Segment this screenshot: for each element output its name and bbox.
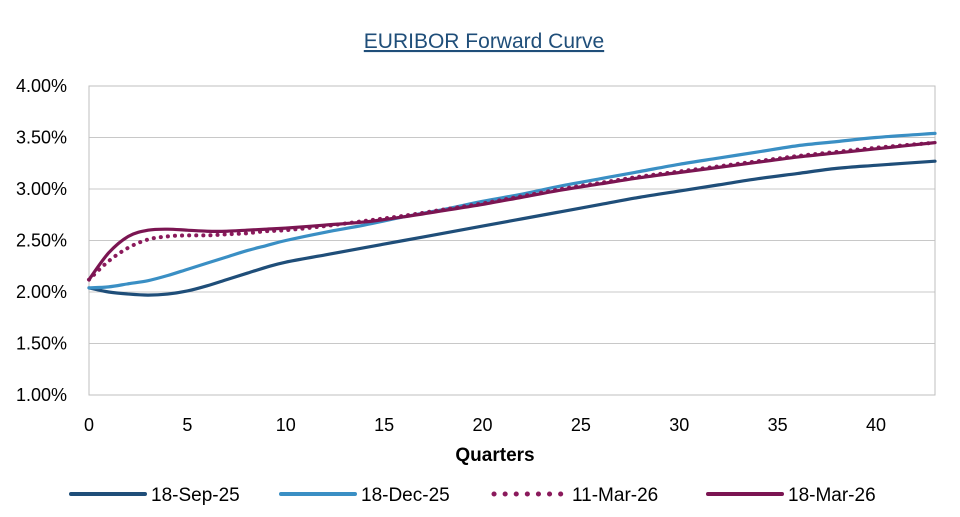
x-tick-label: 40 — [866, 415, 886, 435]
x-tick-label: 25 — [571, 415, 591, 435]
series-line-18-mar-26 — [87, 141, 937, 282]
y-axis: 1.00% 1.50% 2.00% 2.50% 3.00% 3.50% 4.00% — [16, 76, 67, 405]
y-tick-label: 1.50% — [16, 334, 67, 354]
y-tick-label: 3.00% — [16, 179, 67, 199]
chart-title: EURIBOR Forward Curve — [364, 30, 604, 53]
legend: 18-Sep-25 18-Dec-25 11-Mar-26 18-Mar-26 — [69, 485, 876, 506]
y-tick-label: 3.50% — [16, 128, 67, 148]
series-line-18-sep-25 — [87, 159, 937, 297]
x-tick-label: 5 — [182, 415, 192, 435]
y-tick-label: 4.00% — [16, 76, 67, 96]
legend-label: 11-Mar-26 — [572, 485, 658, 506]
grid-lines — [89, 85, 935, 396]
y-tick-label: 2.00% — [16, 282, 67, 302]
legend-label: 18-Sep-25 — [151, 485, 240, 506]
x-tick-label: 35 — [768, 415, 788, 435]
x-axis-label: Quarters — [455, 445, 534, 466]
plot-frame — [88, 85, 936, 396]
legend-label: 18-Mar-26 — [788, 485, 876, 506]
x-tick-label: 30 — [669, 415, 689, 435]
x-tick-label: 0 — [84, 415, 94, 435]
x-tick-label: 15 — [374, 415, 394, 435]
y-tick-label: 2.50% — [16, 231, 67, 251]
x-tick-label: 20 — [472, 415, 492, 435]
series-lines — [87, 131, 937, 297]
y-tick-label: 1.00% — [16, 385, 67, 405]
x-axis: 0 5 10 15 20 25 30 35 40 — [84, 415, 886, 435]
legend-label: 18-Dec-25 — [361, 485, 450, 506]
x-tick-label: 10 — [276, 415, 296, 435]
